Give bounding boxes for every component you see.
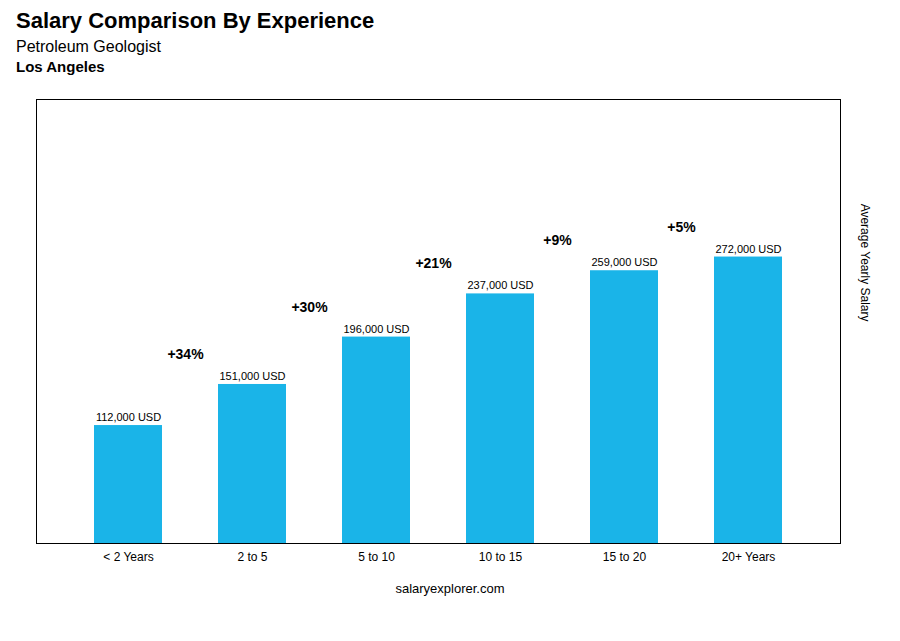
svg-text:259,000 USD: 259,000 USD xyxy=(591,256,657,268)
html-text:salaryexplorer.com: salaryexplorer.com xyxy=(395,581,505,596)
svg-text:+9%: +9% xyxy=(543,232,572,248)
svg-text:+21%: +21% xyxy=(415,255,452,271)
svg-text:112,000 USD: 112,000 USD xyxy=(96,411,161,423)
svg-text:15 to 20: 15 to 20 xyxy=(603,550,647,564)
svg-text:+5%: +5% xyxy=(667,219,696,235)
svg-text:272,000 USD: 272,000 USD xyxy=(715,243,781,255)
svg-text:10 to 15: 10 to 15 xyxy=(479,550,523,564)
svg-text:+34%: +34% xyxy=(167,346,204,362)
svg-text:20+ Years: 20+ Years xyxy=(722,550,776,564)
svg-text:151,000 USD: 151,000 USD xyxy=(219,370,285,382)
html-text:Salary Comparison By Experienc: Salary Comparison By Experience xyxy=(16,8,375,33)
svg-text:+30%: +30% xyxy=(291,299,328,315)
svg-text:Average Yearly Salary: Average Yearly Salary xyxy=(858,204,872,322)
svg-text:< 2 Years: < 2 Years xyxy=(103,550,153,564)
html-text:Los Angeles: Los Angeles xyxy=(16,58,105,75)
html-text:Petroleum Geologist: Petroleum Geologist xyxy=(16,38,161,55)
svg-text:5 to 10: 5 to 10 xyxy=(358,550,395,564)
svg-text:2 to 5: 2 to 5 xyxy=(237,550,267,564)
svg-text:196,000 USD: 196,000 USD xyxy=(343,323,409,335)
svg-text:237,000 USD: 237,000 USD xyxy=(467,279,533,291)
